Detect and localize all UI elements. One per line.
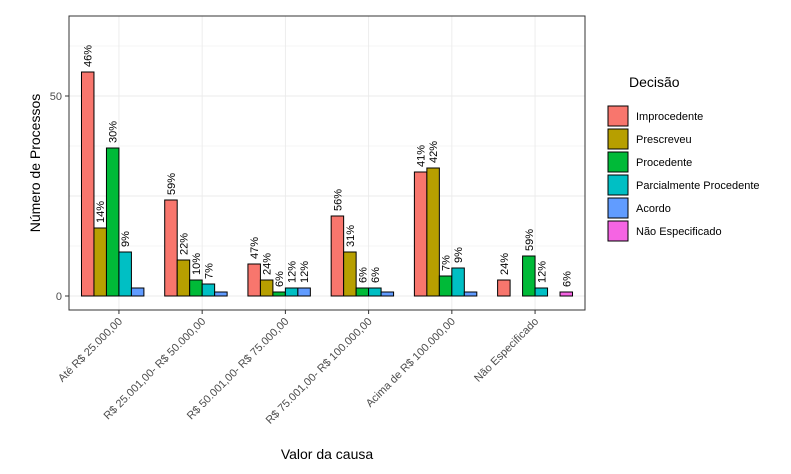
bar (380, 291, 395, 297)
bar (355, 287, 370, 297)
y-axis-title: Número de Processos (27, 94, 43, 233)
bar-data-label: 47% (249, 237, 261, 259)
legend-swatch (607, 151, 629, 173)
bar (534, 287, 549, 297)
legend-title: Decisão (629, 74, 680, 90)
bar (118, 251, 132, 297)
bar (93, 227, 107, 297)
bar-data-label: 24% (499, 253, 511, 275)
bar-data-label: 6% (370, 267, 382, 283)
bar-data-label: 6% (274, 271, 286, 287)
legend-swatch (607, 220, 629, 242)
plot-border (68, 15, 586, 311)
legend-label: Acordo (636, 203, 671, 215)
bar (130, 287, 145, 297)
bar-data-label: 22% (178, 233, 190, 255)
bar (522, 255, 536, 297)
bar-data-label: 24% (262, 253, 274, 275)
bar-data-label: 12% (287, 261, 299, 283)
bar-data-label: 12% (536, 261, 548, 283)
bar (497, 279, 511, 297)
bar (559, 291, 574, 297)
bar-data-label: 56% (332, 189, 344, 211)
bar (164, 199, 178, 297)
bar-data-label: 59% (166, 173, 178, 195)
bar (259, 279, 274, 297)
legend-swatch (607, 174, 629, 196)
bar (105, 147, 120, 297)
bar-data-label: 59% (524, 229, 536, 251)
bar (297, 287, 311, 297)
legend-label: Improcedente (636, 111, 703, 123)
bar-data-label: 30% (108, 121, 120, 143)
bar-data-label: 12% (299, 261, 311, 283)
legend-swatch (607, 197, 629, 219)
y-tick-label: 50 (50, 91, 62, 103)
legend: Decisão Improcedente Prescreveu Procedente… (607, 74, 760, 242)
bar (330, 215, 345, 297)
bar (176, 259, 191, 297)
bar (451, 267, 465, 297)
bar (80, 71, 95, 297)
bar (463, 291, 478, 297)
legend-label: Não Especificado (636, 226, 722, 238)
legend-swatch (607, 105, 629, 127)
bar-data-label: 31% (345, 225, 357, 247)
legend-swatch (607, 128, 629, 150)
bar-data-label: 7% (203, 263, 215, 279)
bar-data-label: 6% (357, 267, 369, 283)
bar-data-label: 9% (453, 247, 465, 263)
bar (368, 287, 382, 297)
legend-label: Procedente (636, 157, 692, 169)
bar-data-label: 10% (191, 253, 203, 275)
bar (426, 167, 440, 297)
bar (201, 283, 216, 297)
bar-labels: 46%14%30%9%59%22%10% 7%47%24%6% 12% 12%56%3… (83, 45, 574, 287)
bars (80, 71, 574, 297)
bar-data-label: 9% (120, 231, 132, 247)
y-tick-label: 0 (56, 291, 62, 303)
x-axis-title: Valor da causa (281, 446, 374, 462)
bar (438, 275, 453, 297)
bar (272, 291, 286, 297)
y-axis: 0 50 (50, 91, 69, 303)
bar (284, 287, 299, 297)
bar (413, 171, 428, 297)
bar-data-label: 7% (441, 255, 453, 271)
bar (343, 251, 357, 297)
bar-data-label: 6% (561, 271, 573, 287)
bar-data-label: 42% (428, 141, 440, 163)
bar (189, 279, 203, 297)
legend-label: Prescreveu (636, 134, 692, 146)
bar-data-label: 46% (83, 45, 95, 67)
legend-label: Parcialmente Procedente (636, 180, 760, 192)
bar (247, 263, 261, 297)
bar-data-label: 14% (95, 201, 107, 223)
plot-panel (69, 16, 585, 310)
bar-data-label: 41% (416, 145, 428, 167)
bar (214, 291, 228, 297)
